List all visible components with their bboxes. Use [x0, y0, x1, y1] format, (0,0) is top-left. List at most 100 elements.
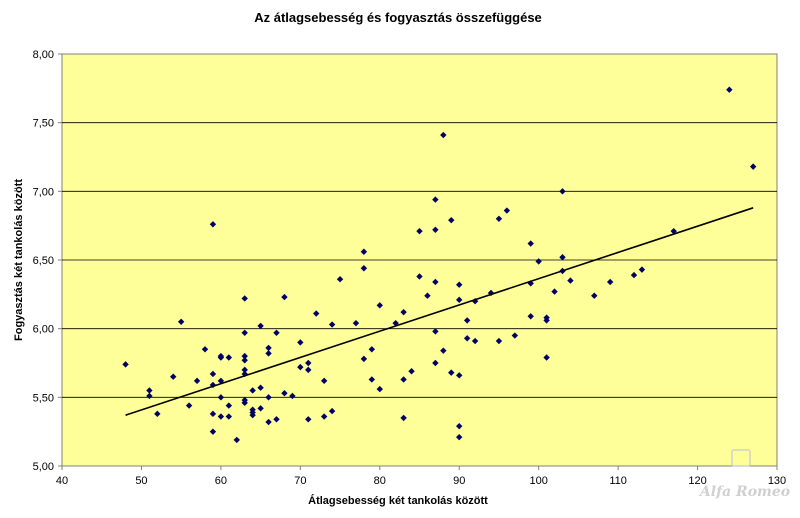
- x-tick-label: 90: [453, 475, 465, 487]
- data-point: [209, 410, 217, 418]
- data-point: [360, 265, 368, 272]
- data-point: [535, 258, 542, 265]
- data-point: [217, 377, 225, 385]
- data-point: [638, 266, 646, 273]
- data-point: [448, 369, 455, 376]
- data-point: [503, 207, 511, 214]
- data-point: [225, 402, 233, 409]
- data-point: [241, 399, 248, 407]
- data-point: [193, 377, 201, 385]
- data-point: [559, 254, 566, 261]
- data-point: [432, 278, 439, 286]
- data-point: [201, 346, 209, 353]
- data-point: [305, 359, 312, 367]
- x-tick-label: 60: [215, 475, 227, 487]
- data-point: [320, 377, 328, 385]
- data-point: [241, 366, 248, 374]
- data-point: [313, 310, 320, 317]
- watermark: Alfa Romeo: [698, 449, 790, 500]
- y-tick-label: 5,50: [33, 392, 54, 404]
- data-point: [463, 335, 471, 342]
- data-point: [456, 422, 463, 430]
- data-point: [336, 276, 344, 283]
- data-point: [448, 216, 455, 224]
- data-point: [408, 368, 415, 375]
- data-point: [297, 363, 304, 371]
- data-points: [122, 86, 757, 444]
- data-point: [185, 402, 193, 409]
- chart-title: Az átlagsebesség és fogyasztás összefügg…: [254, 10, 542, 25]
- x-tick-label: 130: [768, 475, 786, 487]
- data-point: [543, 317, 550, 324]
- data-point: [432, 328, 439, 335]
- data-point: [471, 337, 479, 345]
- data-point: [273, 416, 280, 423]
- data-point: [241, 357, 248, 364]
- x-tick-label: 50: [135, 475, 147, 487]
- data-point: [670, 227, 677, 235]
- data-point: [281, 293, 288, 301]
- data-point: [281, 390, 288, 397]
- data-point: [400, 308, 407, 316]
- data-point: [376, 302, 383, 309]
- y-tick-label: 7,00: [33, 186, 54, 198]
- data-point: [416, 227, 423, 235]
- data-point: [559, 188, 566, 195]
- data-point: [265, 394, 272, 401]
- data-point: [241, 329, 248, 336]
- y-axis-label: Fogyasztás két tankolás között: [13, 179, 25, 341]
- data-point: [146, 387, 153, 394]
- x-tick-label: 100: [529, 475, 547, 487]
- data-point: [606, 278, 614, 286]
- data-point: [225, 354, 233, 361]
- data-point: [432, 359, 439, 367]
- x-tick-label: 120: [688, 475, 706, 487]
- data-point: [265, 350, 272, 357]
- data-point: [456, 281, 463, 288]
- data-point: [209, 428, 217, 435]
- y-tick-label: 7,50: [33, 118, 54, 130]
- y-tick-label: 6,50: [33, 255, 54, 267]
- data-point: [456, 372, 463, 379]
- data-point: [440, 131, 447, 139]
- data-point: [328, 321, 336, 328]
- y-tick-label: 6,00: [33, 324, 54, 336]
- data-point: [591, 292, 598, 299]
- x-tick-label: 40: [56, 475, 68, 487]
- data-point: [511, 332, 519, 339]
- data-point: [567, 277, 574, 284]
- data-point: [249, 411, 256, 419]
- data-point: [416, 273, 423, 280]
- watermark-text: Alfa Romeo: [698, 484, 790, 500]
- data-point: [376, 385, 383, 393]
- data-point: [749, 163, 757, 170]
- data-point: [456, 296, 463, 304]
- data-point: [170, 373, 177, 380]
- data-point: [305, 366, 312, 374]
- data-point: [257, 322, 264, 330]
- data-point: [368, 376, 376, 383]
- data-point: [424, 292, 431, 299]
- y-tick-label: 8,00: [33, 49, 54, 61]
- trendline: [125, 207, 754, 416]
- x-tick-label: 70: [294, 475, 306, 487]
- x-axis-label: Átlagsebesség két tankolás között: [308, 494, 488, 507]
- data-point: [249, 387, 256, 394]
- data-point: [265, 418, 272, 426]
- data-point: [209, 370, 217, 378]
- data-point: [289, 392, 296, 400]
- data-point: [495, 215, 503, 222]
- data-point: [225, 413, 233, 420]
- data-point: [352, 319, 360, 327]
- data-point: [209, 221, 217, 228]
- data-point: [328, 407, 336, 415]
- data-point: [432, 226, 439, 233]
- data-point: [217, 394, 225, 401]
- data-point: [543, 354, 550, 361]
- data-point: [122, 361, 129, 368]
- data-point: [368, 346, 376, 353]
- data-point: [527, 313, 534, 320]
- watermark-emblem-icon: [731, 449, 751, 467]
- data-point: [241, 295, 248, 302]
- data-point: [257, 384, 264, 391]
